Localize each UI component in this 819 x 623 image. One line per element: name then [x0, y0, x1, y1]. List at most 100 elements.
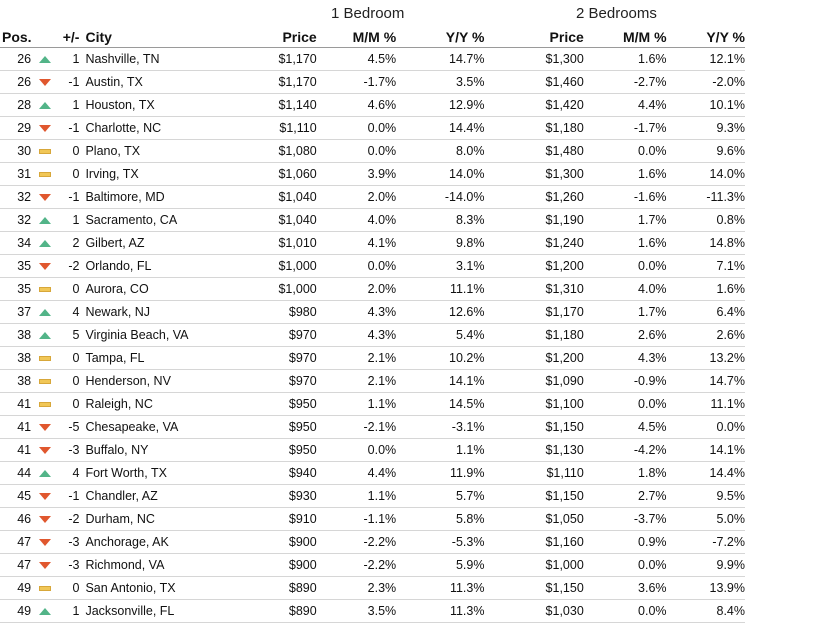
cell-mm-1br: 0.0% — [316, 438, 397, 462]
trend-up-icon — [39, 608, 52, 616]
cell-pos: 45 — [0, 484, 34, 508]
trend-down-icon — [39, 194, 52, 202]
cell-mm-1br: 2.3% — [316, 576, 397, 600]
cell-price-2br: $1,310 — [484, 277, 584, 301]
cell-trend — [33, 576, 58, 600]
cell-price-2br: $1,000 — [484, 553, 584, 577]
cell-price-2br: $1,180 — [484, 323, 584, 347]
cell-price-1br: $900 — [233, 530, 317, 554]
cell-yy-1br: 12.6% — [396, 300, 485, 324]
cell-pos: 29 — [0, 116, 34, 140]
table-row: 32 -1 Baltimore, MD $1,040 2.0% -14.0% $1,260-… — [0, 185, 745, 209]
cell-city: Charlotte, NC — [79, 116, 234, 140]
cell-yy-1br: 14.7% — [396, 47, 485, 71]
cell-yy-2br: 9.6% — [666, 139, 745, 163]
cell-trend — [33, 346, 58, 370]
cell-mm-1br: 4.4% — [316, 461, 397, 485]
cell-pos: 47 — [0, 553, 34, 577]
cell-change: 0 — [57, 346, 80, 370]
cell-mm-2br: 1.7% — [583, 208, 667, 232]
trend-down-icon — [39, 493, 52, 501]
table-row: 35 0 Aurora, CO $1,000 2.0% 11.1% $1,310 4.0% 1.… — [0, 277, 745, 301]
cell-mm-1br: -2.2% — [316, 530, 397, 554]
cell-yy-1br: 9.8% — [396, 231, 485, 255]
cell-yy-1br: 5.9% — [396, 553, 485, 577]
cell-change: -1 — [57, 70, 80, 94]
cell-pos: 38 — [0, 346, 34, 370]
cell-change: -2 — [57, 507, 80, 531]
cell-yy-1br: 8.3% — [396, 208, 485, 232]
cell-yy-2br: 10.1% — [666, 93, 745, 117]
cell-mm-1br: 2.1% — [316, 346, 397, 370]
cell-pos: 35 — [0, 277, 34, 301]
cell-yy-1br: 14.1% — [396, 369, 485, 393]
cell-mm-2br: -0.9% — [583, 369, 667, 393]
cell-mm-2br: 4.4% — [583, 93, 667, 117]
cell-yy-2br: 1.6% — [666, 277, 745, 301]
table-header-row: Pos. +/- City Price M/M % Y/Y % Price M/… — [0, 26, 745, 48]
rent-ranking-table: Pos. +/- City Price M/M % Y/Y % Price M/… — [0, 26, 745, 623]
cell-price-2br: $1,300 — [484, 47, 584, 71]
cell-city: Baltimore, MD — [79, 185, 234, 209]
col-header-change: +/- — [33, 26, 80, 48]
cell-city: Jacksonville, FL — [79, 599, 234, 623]
cell-mm-2br: 4.0% — [583, 277, 667, 301]
table-row: 28 1 Houston, TX $1,140 4.6% 12.9% $1,420 4.4% 1… — [0, 93, 745, 117]
cell-change: 0 — [57, 369, 80, 393]
cell-yy-1br: 8.0% — [396, 139, 485, 163]
cell-yy-2br: 9.5% — [666, 484, 745, 508]
cell-mm-2br: 1.6% — [583, 162, 667, 186]
cell-mm-1br: 4.1% — [316, 231, 397, 255]
cell-mm-2br: 4.3% — [583, 346, 667, 370]
cell-trend — [33, 185, 58, 209]
cell-city: Plano, TX — [79, 139, 234, 163]
cell-trend — [33, 599, 58, 623]
cell-trend — [33, 438, 58, 462]
cell-price-1br: $1,080 — [233, 139, 317, 163]
table-row: 41 -3 Buffalo, NY $950 0.0% 1.1% $1,130 -4.2% 14… — [0, 438, 745, 462]
cell-yy-2br: 0.0% — [666, 415, 745, 439]
cell-mm-2br: 2.6% — [583, 323, 667, 347]
cell-change: 2 — [57, 231, 80, 255]
trend-flat-icon — [39, 149, 52, 155]
cell-pos: 49 — [0, 576, 34, 600]
cell-mm-1br: 2.1% — [316, 369, 397, 393]
cell-change: -5 — [57, 415, 80, 439]
cell-yy-2br: 2.6% — [666, 323, 745, 347]
trend-up-icon — [39, 102, 52, 110]
col-header-price-2br: Price — [484, 26, 584, 48]
table-row: 47 -3 Richmond, VA $900 -2.2% 5.9% $1,000 0.0% 9… — [0, 553, 745, 577]
cell-mm-2br: 1.6% — [583, 47, 667, 71]
cell-pos: 38 — [0, 323, 34, 347]
cell-yy-1br: 3.5% — [396, 70, 485, 94]
cell-city: Fort Worth, TX — [79, 461, 234, 485]
cell-pos: 28 — [0, 93, 34, 117]
cell-mm-1br: 1.1% — [316, 484, 397, 508]
cell-city: Anchorage, AK — [79, 530, 234, 554]
table-row: 35 -2 Orlando, FL $1,000 0.0% 3.1% $1,200 0.0% 7… — [0, 254, 745, 278]
trend-down-icon — [39, 447, 52, 455]
cell-trend — [33, 392, 58, 416]
cell-yy-2br: -11.3% — [666, 185, 745, 209]
cell-trend — [33, 116, 58, 140]
cell-mm-1br: 3.5% — [316, 599, 397, 623]
cell-price-1br: $1,010 — [233, 231, 317, 255]
cell-trend — [33, 415, 58, 439]
cell-city: Newark, NJ — [79, 300, 234, 324]
cell-pos: 41 — [0, 415, 34, 439]
table-row: 37 4 Newark, NJ $980 4.3% 12.6% $1,170 1.7% 6.4% — [0, 300, 745, 324]
cell-pos: 32 — [0, 185, 34, 209]
table-row: 38 0 Henderson, NV $970 2.1% 14.1% $1,090 -0.9%… — [0, 369, 745, 393]
cell-mm-2br: -1.7% — [583, 116, 667, 140]
trend-up-icon — [39, 240, 52, 248]
table-row: 41 -5 Chesapeake, VA $950 -2.1% -3.1% $1,150 4.… — [0, 415, 745, 439]
cell-price-2br: $1,170 — [484, 300, 584, 324]
cell-pos: 46 — [0, 507, 34, 531]
trend-up-icon — [39, 332, 52, 340]
cell-mm-1br: -2.1% — [316, 415, 397, 439]
cell-yy-2br: 8.4% — [666, 599, 745, 623]
trend-down-icon — [39, 516, 52, 524]
cell-yy-2br: 7.1% — [666, 254, 745, 278]
cell-price-1br: $900 — [233, 553, 317, 577]
trend-flat-icon — [39, 379, 52, 385]
